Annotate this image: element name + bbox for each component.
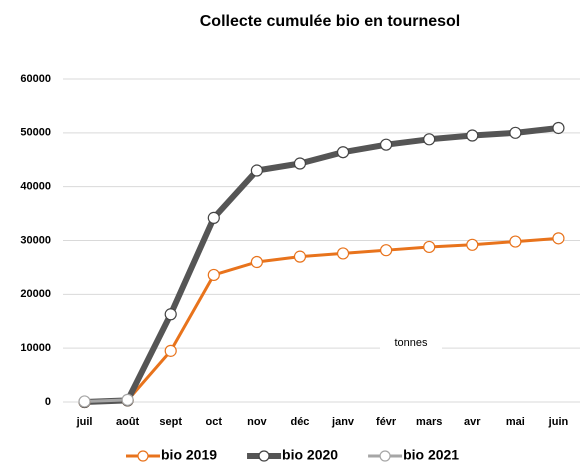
point bbox=[207, 211, 220, 224]
x-tick-label: avr bbox=[464, 416, 481, 428]
legend-marker bbox=[137, 450, 149, 462]
point bbox=[164, 344, 177, 357]
point bbox=[552, 232, 565, 245]
legend-text: bio 2019 bbox=[161, 447, 217, 463]
point bbox=[250, 255, 263, 269]
y-tick-label: 30000 bbox=[20, 234, 51, 246]
point bbox=[293, 250, 307, 263]
legend-text: bio 2021 bbox=[403, 447, 459, 463]
point bbox=[423, 133, 436, 146]
x-tick-label: oct bbox=[206, 416, 223, 428]
point bbox=[380, 244, 393, 257]
annotation-text: tonnes bbox=[394, 337, 428, 349]
point bbox=[250, 164, 263, 177]
y-tick-label: 40000 bbox=[20, 181, 51, 193]
x-tick-label: juin bbox=[548, 416, 569, 428]
point bbox=[164, 308, 177, 321]
point bbox=[380, 138, 393, 151]
series-line bbox=[84, 398, 128, 403]
legend-item: bio 2019 bbox=[126, 447, 217, 463]
series-line bbox=[84, 125, 559, 405]
point bbox=[78, 395, 91, 408]
point bbox=[423, 240, 436, 254]
y-tick-label: 60000 bbox=[20, 73, 51, 85]
point bbox=[293, 157, 307, 170]
point bbox=[336, 247, 350, 260]
legend-text: bio 2020 bbox=[282, 447, 338, 463]
x-tick-label: mai bbox=[506, 416, 525, 428]
point bbox=[466, 238, 479, 251]
legend-marker bbox=[379, 450, 391, 462]
legend-marker bbox=[258, 450, 270, 462]
legend-item: bio 2020 bbox=[247, 447, 338, 463]
x-tick-label: juil bbox=[76, 416, 93, 428]
x-tick-label: août bbox=[116, 416, 140, 428]
y-tick-label: 50000 bbox=[20, 127, 51, 139]
legend-item: bio 2021 bbox=[368, 447, 459, 463]
x-tick-label: nov bbox=[247, 416, 267, 428]
annotation-box bbox=[380, 334, 442, 352]
series-line bbox=[84, 236, 559, 404]
x-tick-label: févr bbox=[376, 416, 397, 428]
point bbox=[121, 393, 134, 406]
point bbox=[466, 129, 479, 142]
point bbox=[509, 235, 522, 248]
y-tick-label: 20000 bbox=[20, 288, 51, 300]
annotation: tonnes bbox=[380, 334, 442, 352]
x-tick-label: sept bbox=[159, 416, 182, 428]
x-tick-label: janv bbox=[331, 416, 355, 428]
y-tick-label: 10000 bbox=[20, 342, 51, 354]
point bbox=[552, 121, 565, 135]
point bbox=[336, 146, 350, 159]
point bbox=[509, 126, 522, 139]
x-tick-label: mars bbox=[416, 416, 442, 428]
x-tick-label: déc bbox=[290, 416, 309, 428]
y-tick-label: 0 bbox=[45, 396, 51, 408]
point bbox=[207, 268, 220, 282]
chart-title: Collecte cumulée bio en tournesol bbox=[200, 13, 461, 30]
